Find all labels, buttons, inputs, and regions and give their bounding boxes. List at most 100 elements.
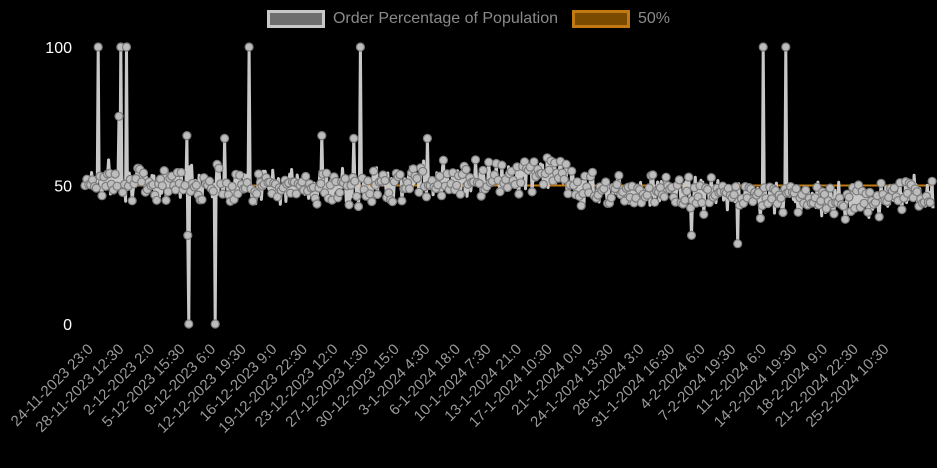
data-point bbox=[544, 165, 554, 175]
data-point bbox=[659, 192, 669, 202]
data-point bbox=[572, 177, 583, 187]
data-point bbox=[650, 197, 660, 207]
data-point bbox=[414, 187, 424, 197]
data-point bbox=[176, 167, 186, 178]
series-layer bbox=[80, 42, 937, 329]
data-point bbox=[301, 171, 311, 181]
data-point bbox=[791, 184, 801, 194]
data-point bbox=[825, 183, 835, 193]
data-point bbox=[335, 188, 345, 198]
data-point bbox=[183, 230, 193, 240]
data-point bbox=[514, 189, 524, 199]
legend-item-fifty-percent[interactable]: 50% bbox=[572, 10, 670, 28]
data-point bbox=[865, 187, 875, 197]
data-point bbox=[495, 187, 505, 197]
data-point bbox=[476, 191, 486, 201]
data-point bbox=[682, 186, 692, 196]
data-point bbox=[418, 166, 428, 176]
data-point bbox=[840, 214, 850, 224]
data-point bbox=[702, 184, 713, 195]
data-point bbox=[110, 169, 120, 179]
data-point bbox=[614, 170, 624, 181]
data-point bbox=[421, 192, 432, 202]
data-point bbox=[121, 42, 132, 52]
data-point bbox=[876, 178, 886, 188]
data-point bbox=[767, 194, 777, 204]
data-point bbox=[516, 178, 526, 188]
data-point bbox=[235, 170, 245, 180]
data-point bbox=[404, 184, 415, 194]
legend-swatch-fifty-percent bbox=[572, 10, 630, 28]
data-point bbox=[587, 167, 598, 177]
legend-swatch-order-percentage bbox=[266, 10, 325, 28]
data-point bbox=[697, 198, 707, 208]
data-point bbox=[538, 179, 549, 189]
data-point bbox=[380, 175, 390, 186]
data-point bbox=[527, 187, 537, 197]
data-point bbox=[93, 42, 103, 52]
data-point bbox=[776, 193, 786, 203]
data-point bbox=[184, 319, 194, 329]
legend-label-fifty-percent: 50% bbox=[638, 10, 671, 27]
data-point bbox=[863, 207, 873, 217]
data-point bbox=[829, 209, 839, 219]
legend-item-order-percentage[interactable]: Order Percentage of Population bbox=[266, 10, 558, 28]
chart-legend: Order Percentage of Population 50% bbox=[0, 10, 937, 28]
data-point bbox=[97, 191, 107, 201]
data-point bbox=[317, 131, 327, 141]
y-tick-label: 0 bbox=[63, 317, 72, 334]
data-point bbox=[233, 189, 243, 199]
data-point bbox=[372, 189, 382, 200]
data-point bbox=[412, 173, 422, 184]
data-point bbox=[838, 201, 849, 211]
data-point bbox=[503, 182, 513, 193]
data-point bbox=[355, 42, 365, 52]
data-point bbox=[452, 180, 462, 190]
data-point bbox=[152, 195, 162, 205]
legend-label-order-percentage: Order Percentage of Population bbox=[332, 10, 558, 27]
data-point bbox=[157, 181, 167, 191]
data-point bbox=[437, 191, 447, 201]
data-point bbox=[137, 177, 147, 187]
y-tick-label: 50 bbox=[54, 179, 72, 196]
data-point bbox=[350, 176, 360, 186]
data-point bbox=[497, 160, 507, 170]
data-point bbox=[699, 209, 709, 219]
data-point bbox=[248, 196, 258, 206]
data-point bbox=[461, 164, 471, 175]
data-point bbox=[912, 187, 922, 197]
data-point bbox=[733, 239, 743, 249]
data-point bbox=[559, 174, 569, 184]
data-point bbox=[127, 196, 137, 206]
data-point bbox=[781, 42, 791, 52]
data-point bbox=[576, 201, 586, 211]
data-point bbox=[435, 171, 445, 181]
data-point bbox=[801, 185, 811, 195]
data-point bbox=[778, 207, 788, 218]
data-point bbox=[214, 163, 224, 173]
data-point bbox=[563, 189, 573, 199]
data-point bbox=[897, 205, 907, 215]
data-point bbox=[674, 175, 684, 185]
y-axis-ticks: 100 50 0 bbox=[45, 40, 72, 334]
data-point bbox=[661, 172, 671, 182]
data-point bbox=[138, 168, 149, 178]
data-point bbox=[291, 189, 301, 199]
data-point bbox=[925, 197, 935, 208]
data-point bbox=[363, 176, 373, 186]
data-point bbox=[529, 157, 539, 167]
data-point bbox=[254, 169, 264, 179]
data-point bbox=[455, 189, 465, 199]
data-point bbox=[252, 189, 262, 199]
data-point bbox=[422, 133, 432, 143]
data-point bbox=[397, 196, 407, 206]
data-point bbox=[220, 133, 230, 143]
data-point bbox=[758, 42, 768, 52]
data-point bbox=[395, 170, 405, 180]
data-point bbox=[365, 189, 375, 199]
data-point bbox=[159, 166, 169, 176]
data-point bbox=[729, 190, 739, 200]
data-point bbox=[208, 186, 218, 196]
data-point bbox=[478, 165, 488, 175]
